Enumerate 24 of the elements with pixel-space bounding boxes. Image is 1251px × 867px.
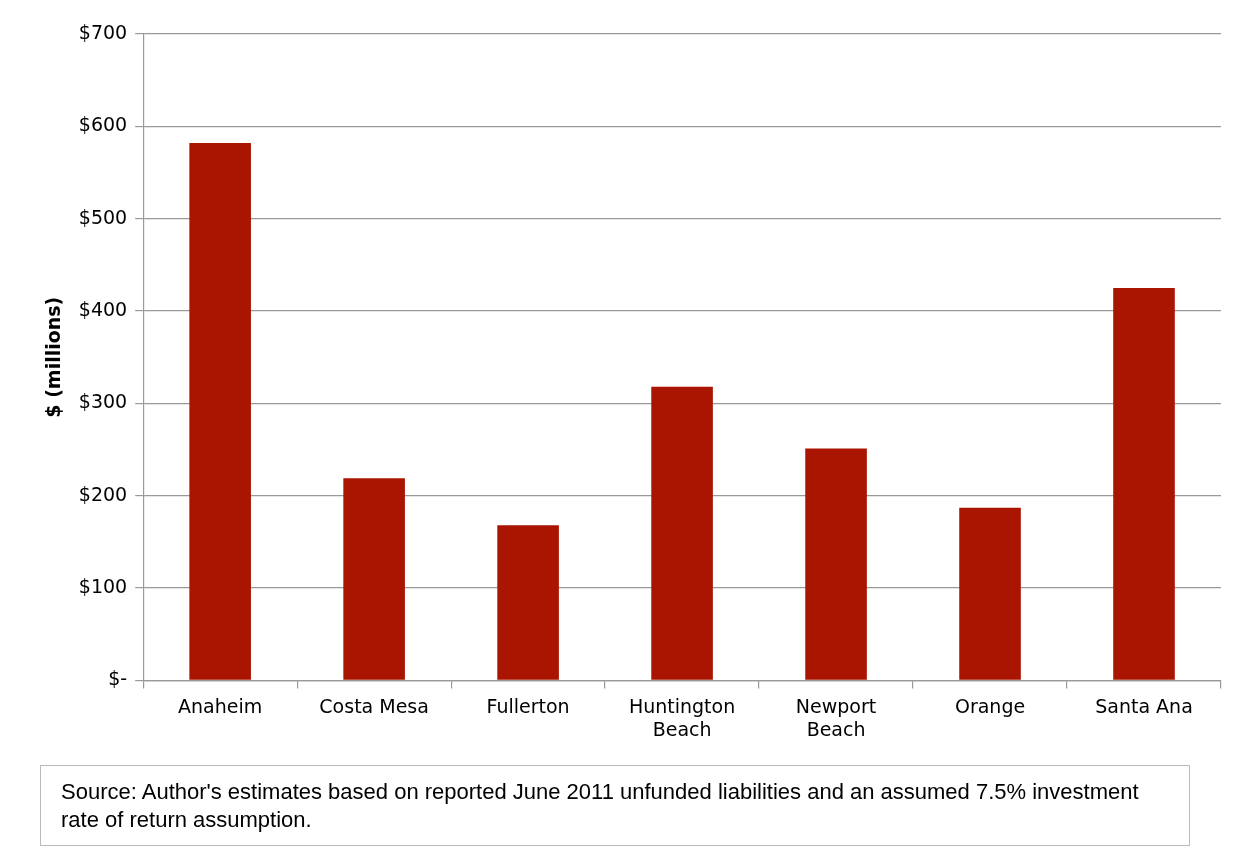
bar [189, 142, 251, 680]
y-tick-label: $200 [78, 482, 128, 505]
bar [497, 525, 559, 680]
source-note: Source: Author's estimates based on reported June 2011 unfunded liabilities and an assumed 7.5% investment rate of return assumption. [61, 778, 1140, 833]
x-tick-label: Santa Ana [1095, 694, 1193, 717]
y-tick-label: $400 [78, 297, 128, 320]
x-tick-label: Costa Mesa [319, 694, 429, 717]
x-tick-label: Newport Beach [795, 694, 877, 740]
bar [805, 448, 867, 680]
bar [651, 386, 713, 680]
bar [343, 478, 405, 680]
y-tick-label: $- [108, 667, 128, 690]
y-tick-label: $700 [78, 20, 128, 43]
bar [959, 507, 1021, 680]
y-tick-label: $600 [78, 113, 128, 136]
y-tick-label: $100 [78, 574, 128, 597]
x-tick-label: Orange [954, 694, 1026, 717]
x-tick-label: Huntington Beach [628, 694, 736, 740]
y-axis-title: $ (millions) [42, 296, 65, 418]
bar [1113, 287, 1175, 680]
y-tick-label: $300 [78, 390, 128, 413]
x-tick-label: Fullerton [486, 694, 570, 717]
y-tick-label: $500 [78, 205, 128, 228]
x-tick-label: Anaheim [178, 694, 263, 717]
